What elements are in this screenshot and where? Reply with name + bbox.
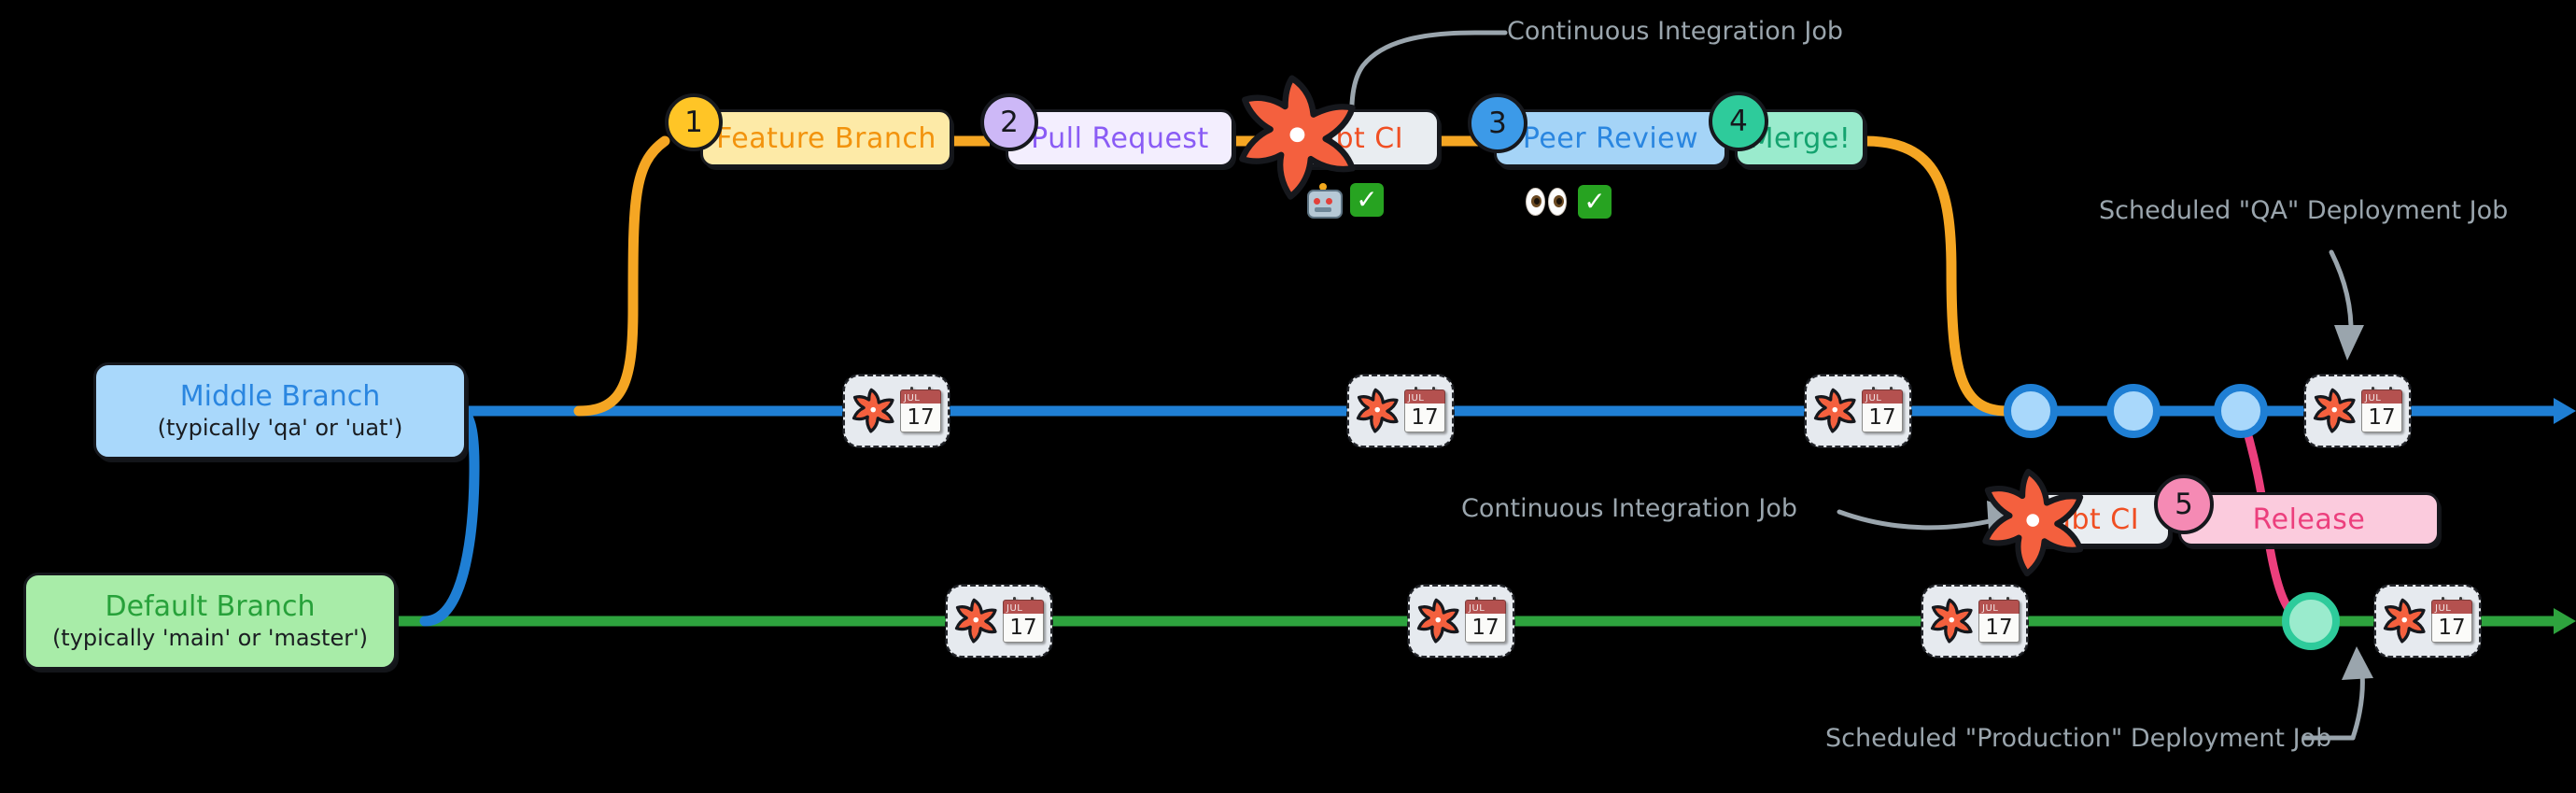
calendar-icon: JUL 17 <box>2431 597 2472 643</box>
calendar-icon: JUL 17 <box>1978 597 2020 643</box>
branch-label-default-title: Default Branch <box>105 590 316 624</box>
annotation-arrow-ci-top <box>1349 30 1478 129</box>
calendar-day: 17 <box>1404 404 1445 432</box>
calendar-month: JUL <box>1978 600 2020 616</box>
branch-label-default-subtitle: (typically 'main' or 'master') <box>51 624 369 651</box>
commit-chip[interactable]: JUL 17 <box>1407 584 1515 658</box>
robot-icon <box>1307 183 1343 219</box>
peer-review-status-glyphs: ✓ <box>1526 185 1612 219</box>
calendar-month: JUL <box>1404 389 1445 405</box>
ci-status-glyphs: ✓ <box>1307 183 1384 219</box>
annotation-ci-top: Continuous Integration Job <box>1507 17 1844 46</box>
step-box-merge[interactable]: Merge! <box>1735 109 1865 167</box>
annotation-ci-release: Continuous Integration Job <box>1461 494 1798 523</box>
dbt-logo-icon <box>1930 598 1973 644</box>
branch-label-middle-title: Middle Branch <box>179 380 381 414</box>
middle-branch-arrowhead <box>2554 398 2576 424</box>
step-badge-5: 5 <box>2154 474 2214 534</box>
annotation-arrowhead-qa-deploy <box>2334 325 2364 361</box>
calendar-icon: JUL 17 <box>900 387 941 432</box>
default-branch-arrowhead <box>2554 608 2576 634</box>
calendar-month: JUL <box>1003 600 1044 616</box>
calendar-month: JUL <box>2431 600 2472 616</box>
dbt-logo-icon <box>1356 388 1399 433</box>
calendar-day: 17 <box>900 404 941 432</box>
annotation-qa-deploy: Scheduled "QA" Deployment Job <box>2099 196 2509 225</box>
calendar-day: 17 <box>2431 614 2472 643</box>
branch-label-default[interactable]: Default Branch (typically 'main' or 'mas… <box>23 573 397 670</box>
annotation-arrowhead-prod-deploy <box>2342 646 2373 680</box>
commit-chip[interactable]: JUL 17 <box>842 374 950 448</box>
commit-chip[interactable]: JUL 17 <box>2303 374 2412 448</box>
step-box-release[interactable]: Release <box>2178 492 2440 546</box>
step-label-release: Release <box>2252 503 2366 536</box>
calendar-day: 17 <box>2361 404 2402 432</box>
calendar-month: JUL <box>2361 389 2402 405</box>
step-box-feature-branch[interactable]: Feature Branch <box>700 109 952 167</box>
feature-branch-out-curve <box>573 135 670 417</box>
check-mark-icon-ci: ✓ <box>1350 183 1384 217</box>
eyes-icon <box>1526 188 1567 216</box>
annotation-prod-deploy: Scheduled "Production" Deployment Job <box>1825 724 2332 753</box>
step-box-peer-review[interactable]: Peer Review <box>1494 109 1727 167</box>
calendar-day: 17 <box>1003 614 1044 643</box>
commit-chip[interactable]: JUL 17 <box>2373 584 2482 658</box>
branch-label-middle-subtitle: (typically 'qa' or 'uat') <box>157 414 403 441</box>
calendar-day: 17 <box>1978 614 2020 643</box>
branch-label-middle[interactable]: Middle Branch (typically 'qa' or 'uat') <box>93 362 467 460</box>
default-branch-dot-1 <box>2282 592 2340 650</box>
commit-chip[interactable]: JUL 17 <box>1804 374 1912 448</box>
calendar-icon: JUL 17 <box>1404 387 1445 432</box>
merge-back-curve <box>1859 135 2013 417</box>
step-label-peer-review: Peer Review <box>1522 121 1699 155</box>
annotation-arrow-ci-release <box>1837 509 2001 531</box>
main-to-middle-branch-curve <box>419 406 480 627</box>
calendar-day: 17 <box>1862 404 1903 432</box>
step-box-pull-request[interactable]: Pull Request <box>1006 109 1234 167</box>
dbt-logo-icon <box>852 388 894 433</box>
dbt-logo-icon <box>1416 598 1459 644</box>
commit-chip[interactable]: JUL 17 <box>1346 374 1455 448</box>
middle-branch-dot-1 <box>2004 384 2058 438</box>
middle-branch-dot-2 <box>2106 384 2161 438</box>
step-badge-3: 3 <box>1468 93 1527 153</box>
commit-chip[interactable]: JUL 17 <box>945 584 1053 658</box>
step-label-pull-request: Pull Request <box>1031 121 1209 155</box>
calendar-day: 17 <box>1465 614 1506 643</box>
dbt-logo-icon <box>2313 388 2356 433</box>
step-badge-4: 4 <box>1709 92 1768 151</box>
dbt-logo-icon <box>2383 598 2426 644</box>
calendar-month: JUL <box>1862 389 1903 405</box>
calendar-icon: JUL 17 <box>1465 597 1506 643</box>
calendar-icon: JUL 17 <box>1003 597 1044 643</box>
calendar-month: JUL <box>1465 600 1506 616</box>
commit-chip[interactable]: JUL 17 <box>1921 584 2029 658</box>
step-badge-2: 2 <box>980 93 1038 151</box>
calendar-icon: JUL 17 <box>1862 387 1903 432</box>
step-label-feature-branch: Feature Branch <box>716 121 936 155</box>
middle-branch-dot-3 <box>2214 384 2268 438</box>
step-badge-1: 1 <box>665 93 723 151</box>
calendar-icon: JUL 17 <box>2361 387 2402 432</box>
check-mark-icon-review: ✓ <box>1578 185 1612 219</box>
dbt-logo-icon <box>1813 388 1856 433</box>
dbt-logo-icon <box>954 598 997 644</box>
calendar-month: JUL <box>900 389 941 405</box>
